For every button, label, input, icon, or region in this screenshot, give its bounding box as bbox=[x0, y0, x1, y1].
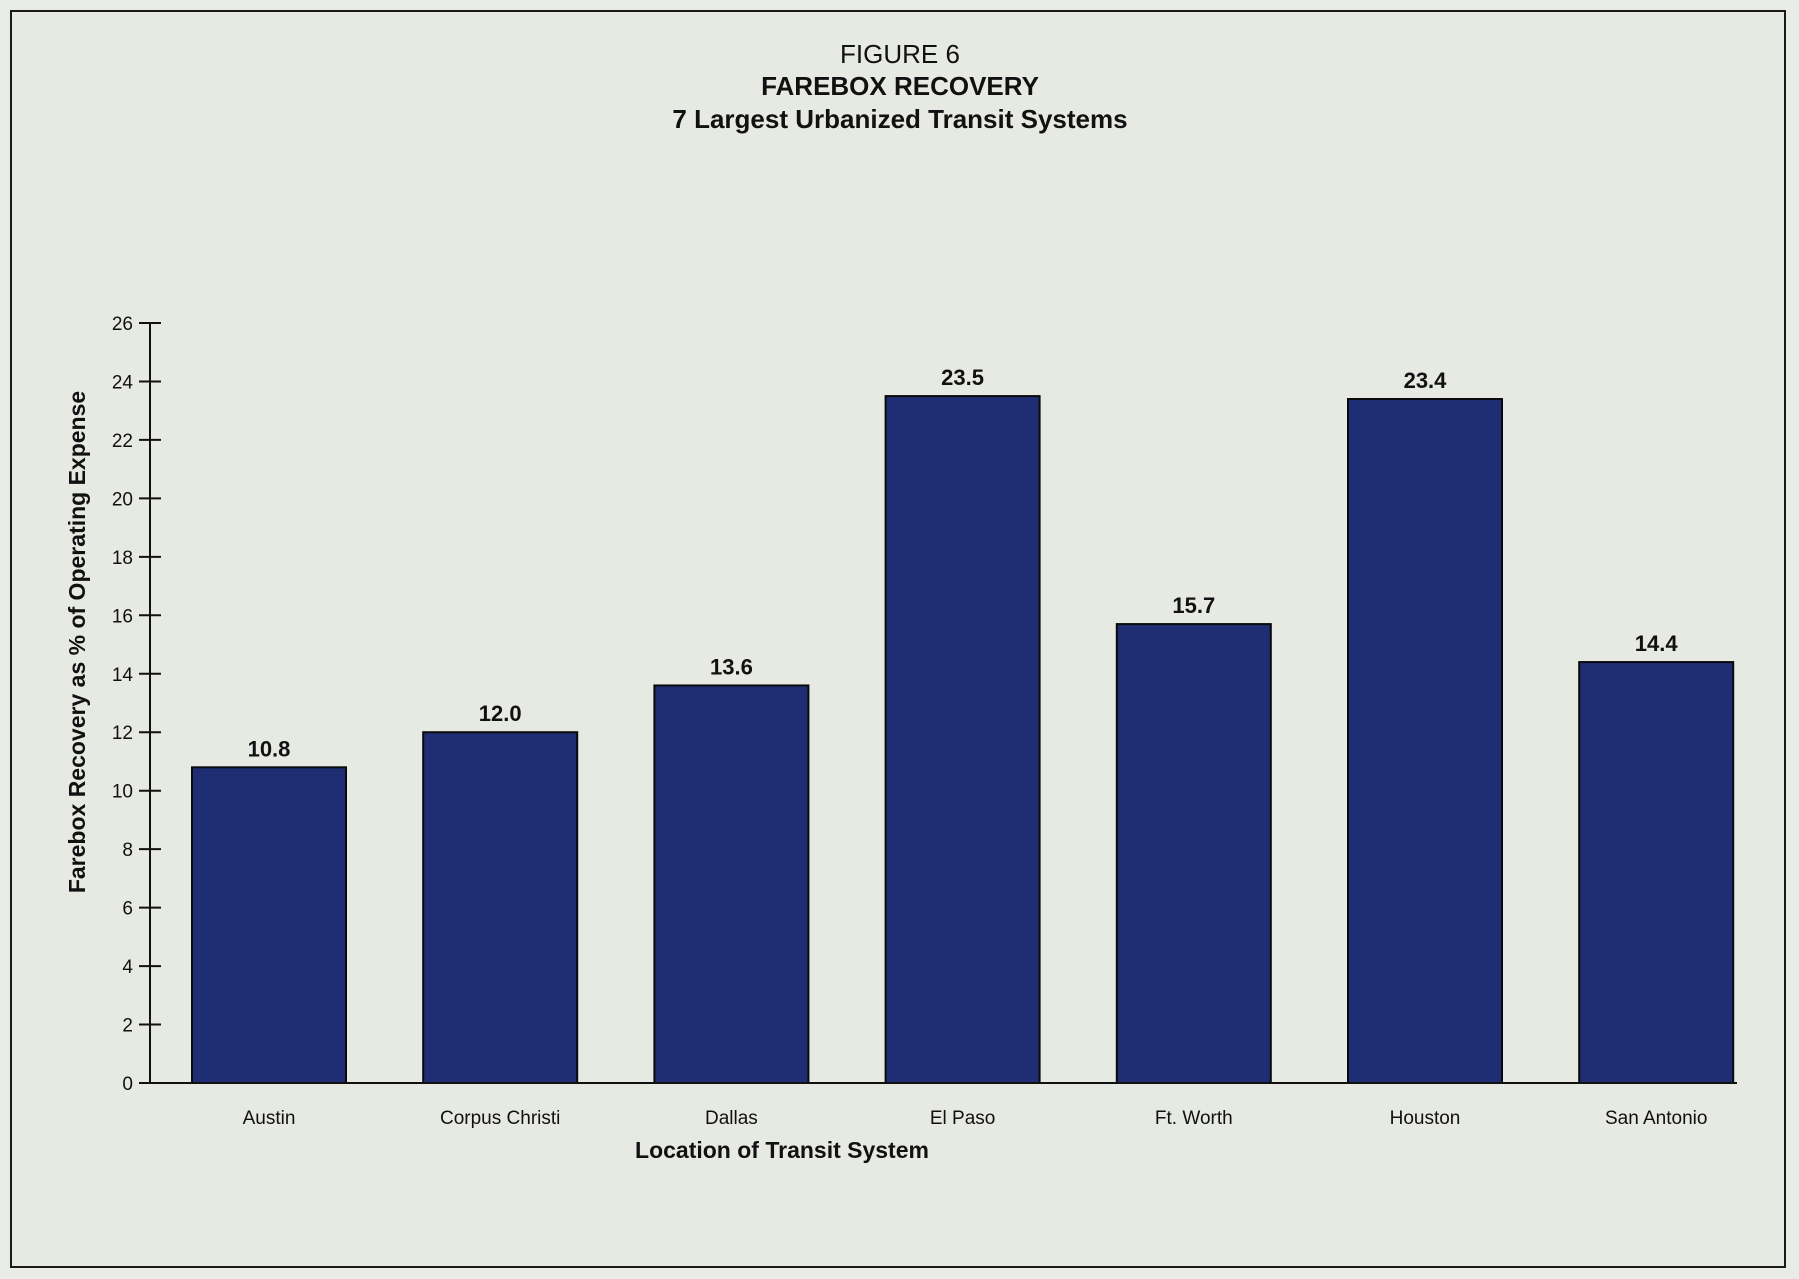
x-tick-label: El Paso bbox=[930, 1108, 995, 1129]
y-axis-title: Farebox Recovery as % of Operating Expen… bbox=[64, 391, 90, 893]
bar-value-label: 23.5 bbox=[941, 365, 984, 390]
chart-subtitle: 7 Largest Urbanized Transit Systems bbox=[672, 104, 1127, 134]
y-tick-label: 16 bbox=[112, 606, 133, 627]
y-tick-label: 4 bbox=[122, 957, 133, 978]
bar-value-label: 14.4 bbox=[1635, 631, 1679, 656]
bar bbox=[1117, 624, 1271, 1083]
chart-frame: FIGURE 6 FAREBOX RECOVERY 7 Largest Urba… bbox=[10, 10, 1786, 1268]
bar bbox=[886, 396, 1040, 1083]
bar-value-label: 12.0 bbox=[479, 701, 522, 726]
y-tick-label: 12 bbox=[112, 723, 133, 744]
y-tick-label: 2 bbox=[122, 1016, 133, 1037]
bar-value-label: 13.6 bbox=[710, 654, 753, 679]
x-tick-label: Corpus Christi bbox=[440, 1108, 560, 1129]
x-tick-label: Houston bbox=[1390, 1108, 1461, 1129]
bar bbox=[654, 685, 808, 1083]
x-axis: Austin Corpus Christi Dallas El Paso Ft. Wor… bbox=[150, 1083, 1737, 1129]
y-tick-label: 8 bbox=[122, 840, 133, 861]
bar-value-label: 23.4 bbox=[1404, 368, 1448, 393]
y-tick-label: 18 bbox=[112, 548, 133, 569]
y-tick-label: 24 bbox=[112, 372, 134, 393]
x-axis-title: Location of Transit System bbox=[635, 1137, 929, 1163]
y-tick-label: 6 bbox=[122, 899, 133, 920]
chart-title: FAREBOX RECOVERY bbox=[761, 71, 1039, 101]
bar bbox=[1348, 399, 1502, 1083]
x-tick-label: San Antonio bbox=[1605, 1108, 1707, 1129]
y-tick-label: 14 bbox=[112, 665, 134, 686]
x-tick-label: Dallas bbox=[705, 1108, 758, 1129]
y-tick-label: 10 bbox=[112, 782, 133, 803]
bar-value-label: 10.8 bbox=[248, 736, 291, 761]
x-tick-label: Austin bbox=[243, 1108, 296, 1129]
y-tick-label: 22 bbox=[112, 431, 133, 452]
y-tick-label: 26 bbox=[112, 314, 133, 335]
bar-value-label: 15.7 bbox=[1172, 593, 1215, 618]
y-tick-label: 20 bbox=[112, 489, 133, 510]
bar bbox=[192, 767, 346, 1083]
bars: 10.8 12.0 13.6 23.5 15.7 23.4 14.4 bbox=[192, 365, 1733, 1083]
y-tick-label: 0 bbox=[122, 1074, 133, 1095]
x-tick-label: Ft. Worth bbox=[1155, 1108, 1233, 1129]
figure-label: FIGURE 6 bbox=[840, 39, 960, 69]
bar bbox=[423, 732, 577, 1083]
bar bbox=[1579, 662, 1733, 1083]
bar-chart: FIGURE 6 FAREBOX RECOVERY 7 Largest Urba… bbox=[12, 12, 1788, 1270]
